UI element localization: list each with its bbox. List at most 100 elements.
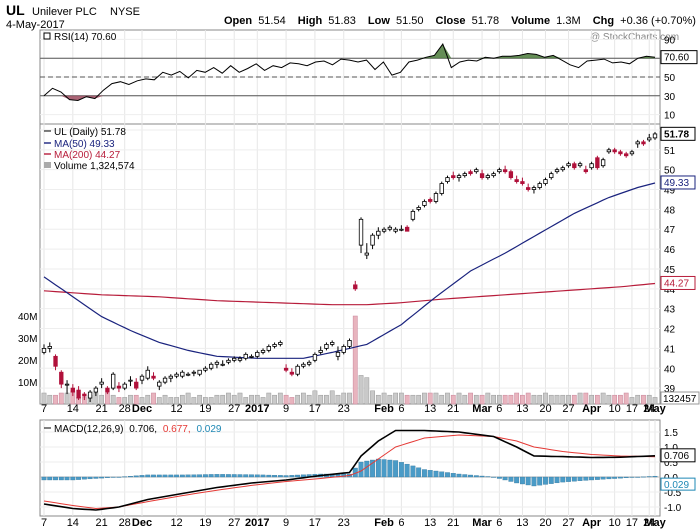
macd-hist-bar-32 — [226, 474, 231, 478]
volume-bar-98 — [606, 394, 612, 405]
rsi-legend-text: RSI(14) 70.60 — [54, 32, 117, 43]
volume-bar-71 — [450, 394, 456, 405]
x-tick-label-3-0: 28 — [119, 403, 131, 415]
rsi-legend-swatch — [43, 32, 51, 40]
macd-legend-hist-value: 0.029 — [196, 424, 221, 435]
macd-hist-bar-93 — [577, 476, 583, 481]
volume-tick-label-0: 40M — [18, 312, 37, 323]
macd-hist-bar-20 — [156, 474, 162, 478]
x-tick-label-4-0: Dec — [132, 403, 152, 415]
macd-legend-text: MACD(12,26,9) 0.706, 0.677, 0.029 — [54, 424, 222, 435]
volume-bar-25 — [185, 392, 191, 405]
x-tick-label-24-0: 24 — [643, 403, 655, 415]
x-tick-label-23-1: 17 — [626, 517, 638, 529]
volume-bar-84 — [525, 392, 531, 405]
volume-bar-18 — [145, 394, 151, 405]
macd-legend-label: MACD(12,26,9) — [54, 424, 123, 435]
x-tick-label-20-0: 27 — [562, 403, 574, 415]
candle-body-60 — [387, 226, 393, 230]
candle-body-53 — [347, 340, 352, 347]
candle-body-15 — [128, 379, 133, 382]
x-tick-label-11-1: 23 — [338, 517, 350, 529]
macd-hist-bar-65 — [416, 467, 422, 478]
volume-bar-89 — [554, 394, 560, 405]
candle-body-20 — [157, 381, 162, 387]
chg-label: Chg — [593, 15, 614, 27]
candle-body-62 — [399, 228, 404, 231]
x-tick-label-17-0: 6 — [496, 403, 502, 415]
volume-bar-50 — [329, 390, 335, 405]
volume-bar-66 — [422, 392, 427, 405]
candle-body-55 — [358, 218, 364, 246]
macd-hist-bar-104 — [641, 476, 646, 478]
volume-bars: 40M 30M 20M 10M — [18, 312, 658, 405]
price-tick-label-13: 39 — [664, 384, 676, 395]
candle-body-69 — [439, 183, 444, 194]
candle-body-38 — [260, 349, 266, 353]
price-legend-ul: UL (Daily) 51.78 — [54, 127, 126, 138]
macd-hist-bar-98 — [606, 476, 612, 480]
candle-body-7 — [82, 393, 87, 397]
volume-bar-28 — [203, 397, 208, 405]
candle-body-89 — [554, 169, 560, 173]
volume-bar-69 — [439, 394, 445, 405]
gridlines — [40, 30, 660, 516]
macd-hist-bar-67 — [427, 470, 433, 478]
rsi-oversold-area — [44, 95, 655, 101]
macd-hist-bar-64 — [410, 465, 416, 478]
volume-bar-14 — [122, 397, 128, 405]
candle-body-52 — [341, 346, 346, 353]
macd-hist-bar-10 — [99, 476, 105, 479]
x-tick-label-9-0: 9 — [283, 403, 289, 415]
candle-body-103 — [635, 141, 640, 145]
macd-hist-bar-103 — [635, 476, 641, 478]
candle-body-77 — [485, 175, 491, 179]
candle-body-39 — [266, 346, 271, 351]
macd-hist-bar-22 — [168, 474, 174, 478]
candle-body-48 — [318, 349, 323, 353]
candle-body-86 — [537, 183, 542, 188]
rsi-tick-label-4: 10 — [664, 111, 676, 122]
volume-bar-62 — [398, 392, 404, 405]
x-tick-label-21-0: Apr — [582, 403, 602, 415]
low-label: Low — [368, 15, 390, 27]
macd-hist-bar-6 — [76, 476, 82, 480]
candle-body-30 — [214, 361, 220, 365]
volume-bar-21 — [162, 394, 168, 405]
volume-bar-72 — [456, 392, 462, 405]
candle-body-63 — [404, 226, 410, 232]
x-tick-label-6-1: 19 — [199, 517, 211, 529]
macd-hist-bar-84 — [525, 476, 531, 486]
x-tick-label-19-0: 20 — [539, 403, 551, 415]
x-tick-label-19-1: 20 — [539, 517, 551, 529]
macd-hist-bar-28 — [202, 474, 208, 478]
volume-bar-103 — [635, 394, 641, 405]
candle-body-51 — [335, 351, 341, 357]
volume-bar-33 — [231, 394, 237, 405]
candle-body-72 — [456, 175, 462, 179]
volume-current-label: 132457 — [663, 394, 697, 405]
macd-hist-bar-31 — [220, 474, 226, 478]
volume-bar-68 — [433, 392, 439, 405]
volume-bar-55 — [358, 375, 364, 405]
volume-bar-53 — [347, 392, 352, 405]
rsi-legend: RSI(14) 70.60 — [43, 32, 117, 43]
chg-value: +0.36 (+0.70%) — [620, 15, 696, 27]
volume-tick-label-3: 10M — [18, 378, 37, 389]
volume-bar-92 — [571, 394, 577, 405]
candle-body-59 — [381, 228, 387, 232]
macd-hist-bar-66 — [421, 469, 427, 478]
x-tick-label-4-1: Dec — [132, 517, 152, 529]
volume-value: 1.3M — [556, 15, 580, 27]
macd-hist-bar-34 — [237, 474, 243, 478]
macd-hist-bar-5 — [70, 476, 76, 481]
volume-bar-2 — [53, 394, 58, 405]
volume-bar-41 — [277, 392, 283, 405]
volume-bar-47 — [312, 390, 318, 405]
macd-hist-bar-75 — [473, 475, 479, 478]
volume-bar-73 — [462, 394, 468, 405]
macd-hist-bar-81 — [508, 476, 514, 482]
volume-bar-12 — [110, 394, 116, 405]
